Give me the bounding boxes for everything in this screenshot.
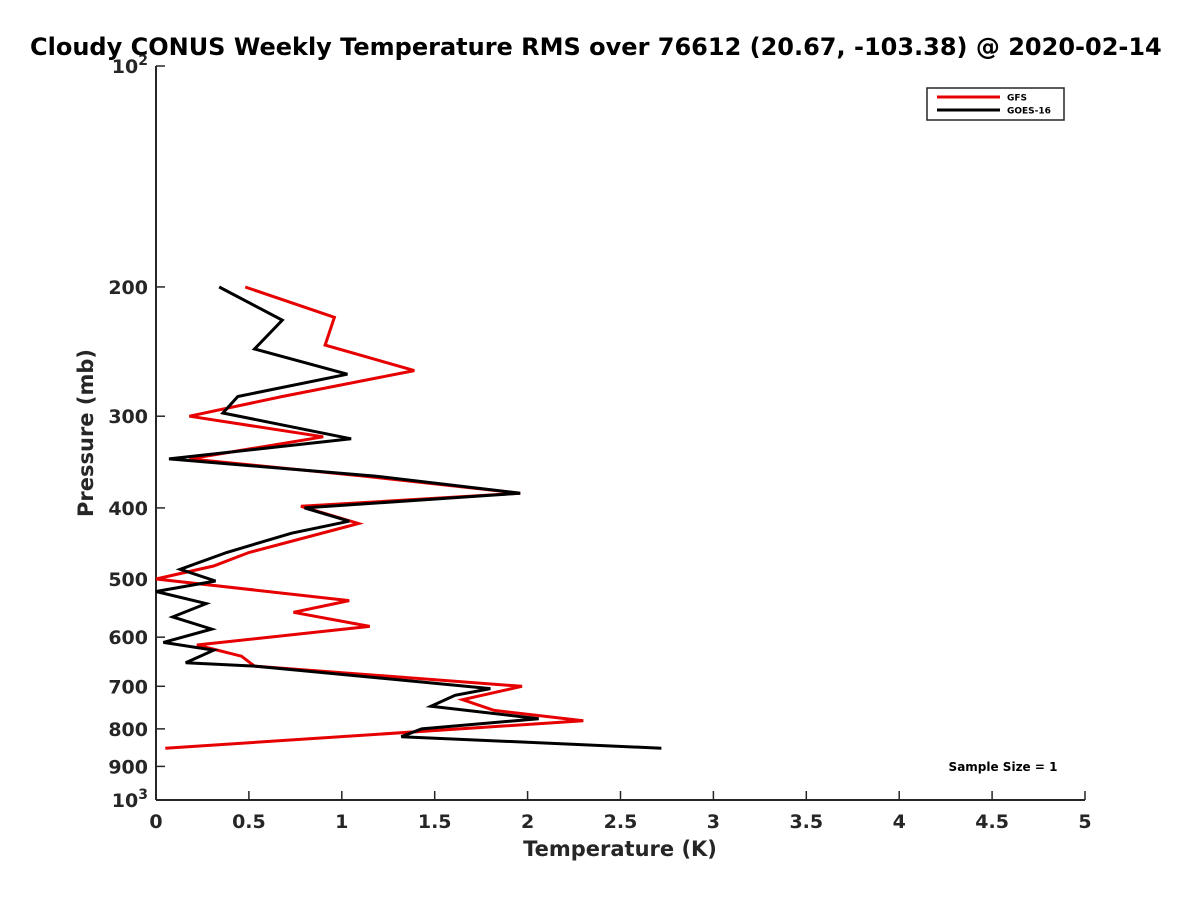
x-tick-label: 4.5 — [975, 811, 1009, 833]
x-tick-label: 1.5 — [418, 811, 452, 833]
series-line-goes-16 — [155, 285, 662, 750]
x-tick-label: 1 — [335, 811, 348, 833]
y-tick-label: 700 — [108, 676, 148, 698]
x-tick-label: 2.5 — [604, 811, 638, 833]
legend: GFS GOES-16 — [926, 87, 1065, 121]
x-tick-label: 5 — [1078, 811, 1091, 833]
series-lines — [155, 285, 662, 750]
x-axis-label: Temperature (K) — [523, 837, 717, 861]
y-tick-label: 102 — [112, 53, 148, 78]
series-line-gfs — [155, 285, 584, 750]
chart-title: Cloudy CONUS Weekly Temperature RMS over… — [30, 33, 1162, 61]
x-tick-label: 3 — [707, 811, 720, 833]
y-tick-label: 800 — [108, 719, 148, 741]
y-tick-label: 300 — [108, 406, 148, 428]
y-tick-label: 200 — [108, 277, 148, 299]
legend-label: GFS — [1007, 94, 1027, 104]
y-tick-label: 600 — [108, 627, 148, 649]
axes — [155, 65, 1086, 801]
x-tick-label: 0.5 — [232, 811, 266, 833]
y-tick-label: 400 — [108, 498, 148, 520]
tick-labels: 0 0.5 1 1.5 2 2.5 3 3.5 4 4.5 5 102 200 300 400 500 600 7… — [108, 53, 1091, 833]
y-tick-label: 500 — [108, 569, 148, 591]
x-tick-label: 3.5 — [789, 811, 823, 833]
legend-box — [926, 87, 1065, 121]
legend-label: GOES-16 — [1007, 107, 1051, 117]
x-tick-label: 2 — [521, 811, 534, 833]
y-tick-label: 103 — [112, 787, 148, 812]
sample-size-annotation: Sample Size = 1 — [949, 760, 1058, 774]
y-axis-label: Pressure (mb) — [74, 349, 98, 517]
x-tick-label: 4 — [893, 811, 906, 833]
y-tick-label: 900 — [108, 756, 148, 778]
x-tick-label: 0 — [149, 811, 162, 833]
